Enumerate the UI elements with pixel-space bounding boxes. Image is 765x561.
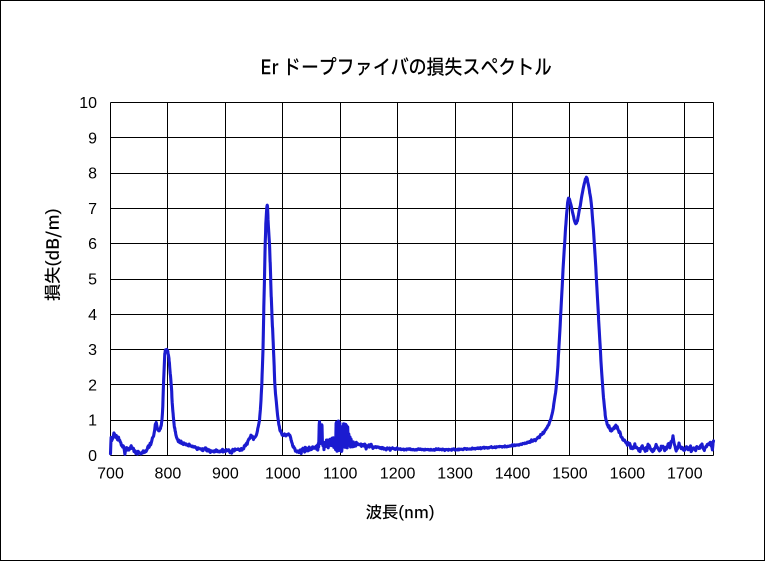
svg-text:4: 4 [88,307,97,324]
svg-text:700: 700 [97,466,124,483]
svg-text:6: 6 [88,236,97,253]
svg-text:1400: 1400 [495,466,531,483]
svg-text:7: 7 [88,201,97,218]
svg-text:0: 0 [88,448,97,465]
svg-text:1600: 1600 [610,466,646,483]
svg-text:5: 5 [88,272,97,289]
svg-text:800: 800 [155,466,182,483]
svg-text:900: 900 [212,466,239,483]
svg-text:8: 8 [88,166,97,183]
svg-text:1200: 1200 [380,466,416,483]
svg-text:1: 1 [88,413,97,430]
svg-text:1000: 1000 [265,466,301,483]
svg-text:1700: 1700 [667,466,703,483]
svg-text:2: 2 [88,377,97,394]
svg-text:1300: 1300 [437,466,473,483]
svg-text:3: 3 [88,342,97,359]
svg-text:1500: 1500 [552,466,588,483]
svg-text:10: 10 [79,95,97,112]
svg-text:9: 9 [88,130,97,147]
svg-text:1100: 1100 [323,466,358,483]
